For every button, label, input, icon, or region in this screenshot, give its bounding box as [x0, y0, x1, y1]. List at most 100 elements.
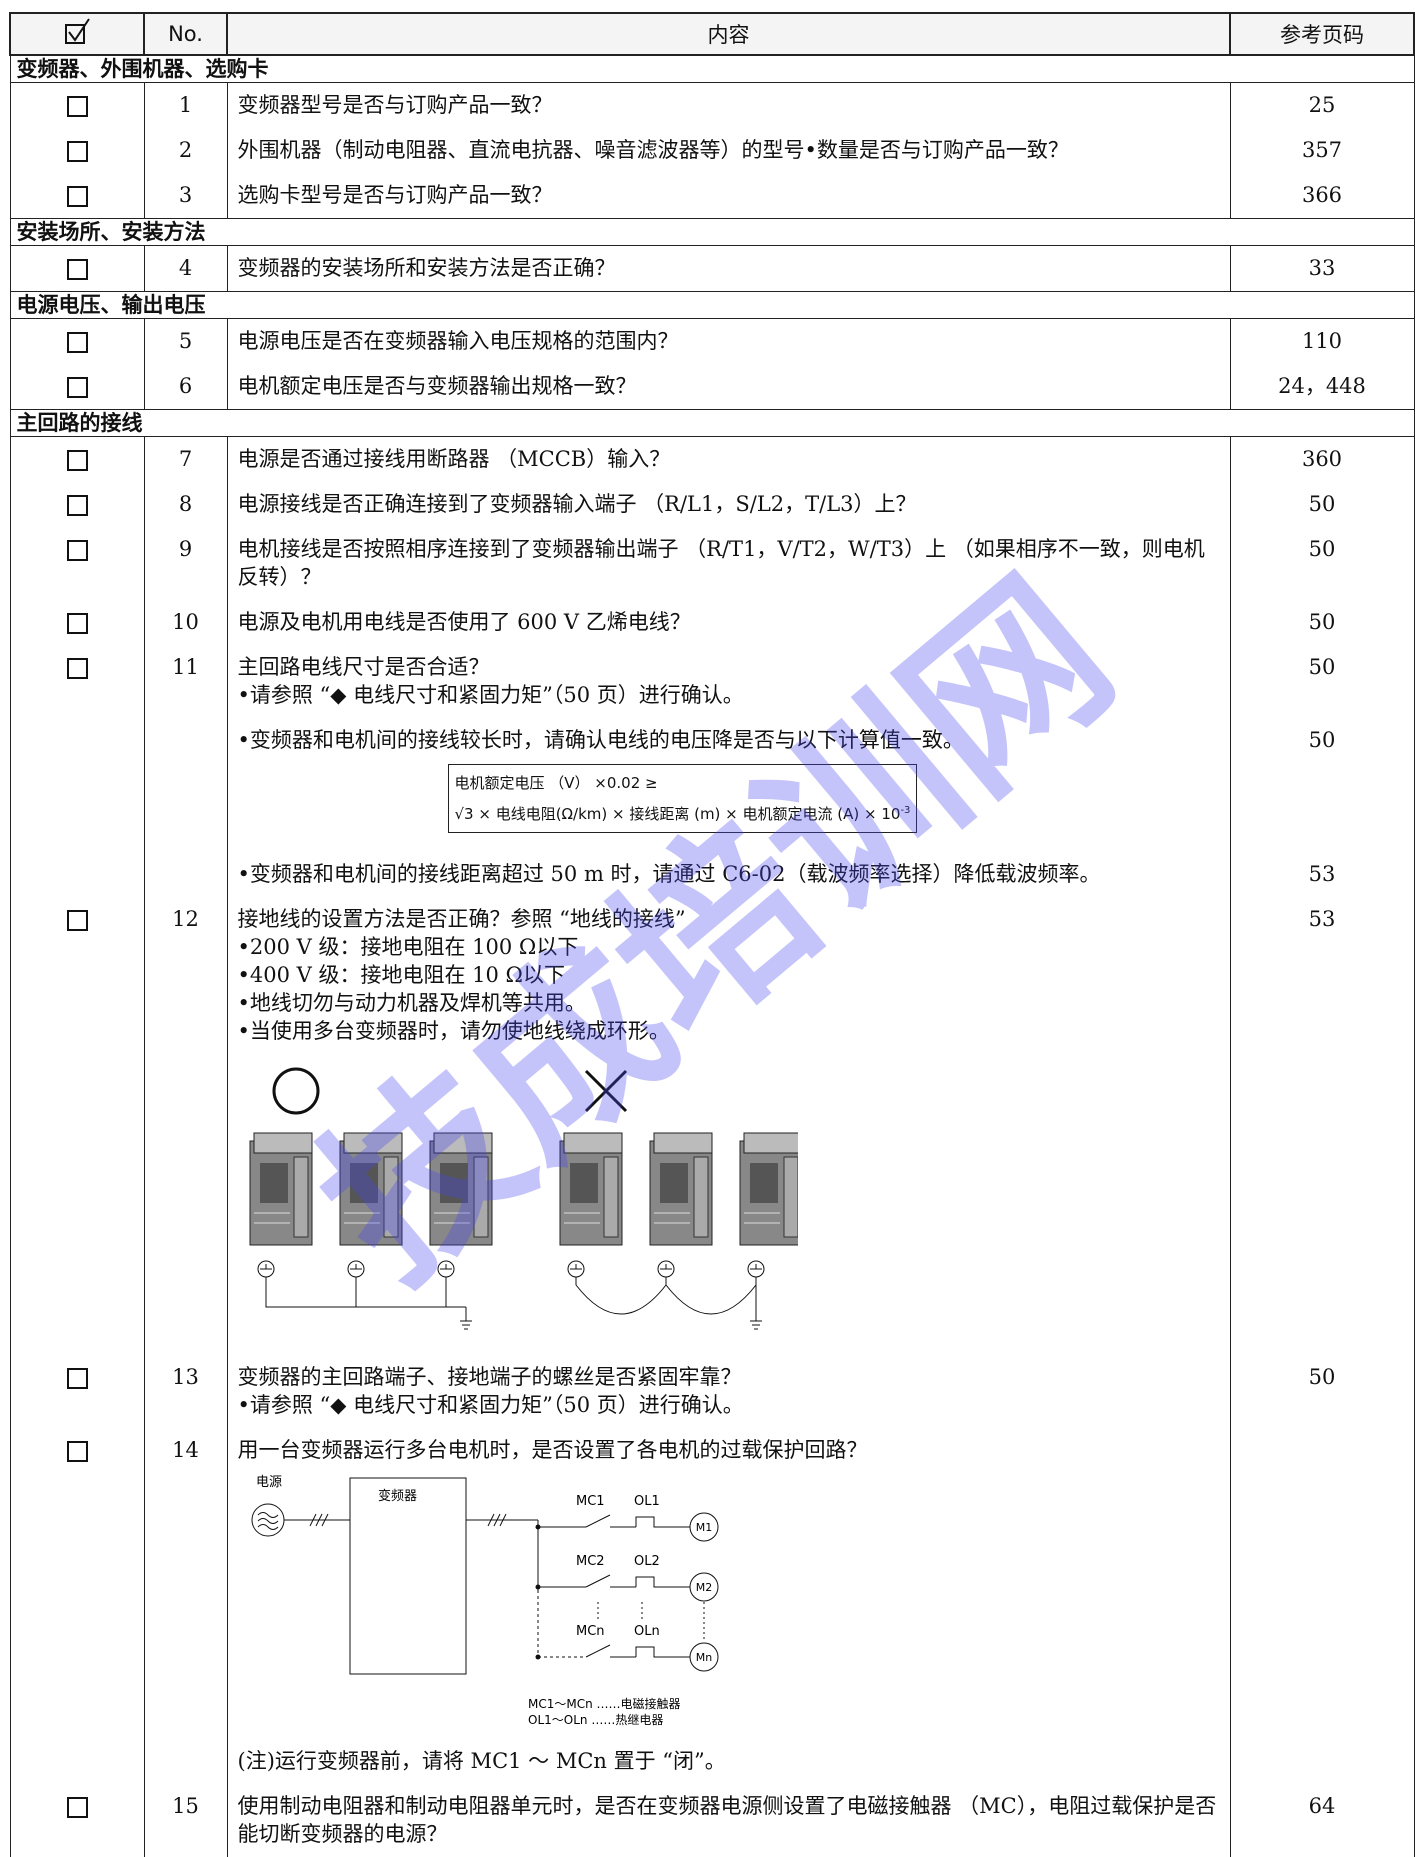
section-title: 变频器、外围机器、选购卡: [9, 54, 1415, 83]
circuit-legend: OL1～OLn ……热继电器: [528, 1713, 663, 1727]
content-cell: 变频器的安装场所和安装方法是否正确？: [226, 245, 1231, 292]
checkbox: [66, 141, 88, 162]
circuit-label: 电源: [256, 1475, 282, 1490]
no-cell: 15: [143, 1784, 228, 1857]
content-cell: 变频器型号是否与订购产品一致？: [226, 82, 1231, 128]
item-row: 2 外围机器（制动电阻器、直流电抗器、噪音滤波器等）的型号•数量是否与订购产品一致…: [9, 128, 1415, 173]
check-cell: [9, 852, 145, 897]
no-cell: 6: [143, 364, 228, 410]
page-cell: 33: [1229, 245, 1415, 292]
check-cell: [9, 173, 145, 219]
circuit-legend: MC1～MCn ……电磁接触器: [528, 1696, 681, 1711]
page-cell: 53: [1229, 852, 1415, 897]
check-cell: [9, 364, 145, 410]
no-cell: [143, 852, 228, 897]
page-cell: 50: [1229, 718, 1415, 852]
item-row: 13 变频器的主回路端子、接地端子的螺丝是否紧固牢靠？ •请参照 “◆ 电线尺寸和紧…: [9, 1355, 1415, 1428]
item-text: 用一台变频器运行多台电机时，是否设置了各电机的过载保护回路？: [237, 1438, 868, 1462]
item-text: 使用制动电阻器和制动电阻器单元时，是否在变频器电源侧设置了电磁接触器 （MC），…: [237, 1794, 1217, 1846]
item-text: 外围机器（制动电阻器、直流电抗器、噪音滤波器等）的型号•数量是否与订购产品一致？: [237, 138, 1069, 162]
content-header: 内容: [226, 12, 1231, 56]
item-no: 6: [178, 374, 193, 398]
page-ref: 360: [1301, 447, 1343, 471]
item-text: 主回路电线尺寸是否合适？: [237, 655, 490, 679]
item-row: 11 主回路电线尺寸是否合适？ •请参照 “◆ 电线尺寸和紧固力矩”（50 页）进行…: [9, 645, 1415, 718]
item-row: 5 电源电压是否在变频器输入电压规格的范围内？ 110: [9, 318, 1415, 364]
page-cell: 64: [1229, 1784, 1415, 1857]
checkbox: [66, 1368, 88, 1389]
page-ref: 50: [1308, 537, 1336, 561]
checkbox: [66, 450, 88, 471]
item-row: •变频器和电机间的接线较长时，请确认电线的电压降是否与以下计算值一致。电机额定电…: [9, 718, 1415, 852]
page-cell: 50: [1229, 600, 1415, 645]
page-cell: 24，448: [1229, 364, 1415, 410]
item-row: 6 电机额定电压是否与变频器输出规格一致？ 24，448: [9, 364, 1415, 410]
circuit-label: OL1: [634, 1494, 660, 1509]
page-ref: 64: [1308, 1794, 1336, 1818]
check-cell: [9, 436, 145, 482]
item-text: 接地线的设置方法是否正确？参照 “地线的接线”: [237, 907, 686, 931]
no-cell: 1: [143, 82, 228, 128]
checkbox: [66, 96, 88, 117]
checkbox: [66, 332, 88, 353]
item-row: 4 变频器的安装场所和安装方法是否正确？ 33: [9, 245, 1415, 292]
check-header: [9, 12, 145, 56]
page-cell: 50: [1229, 645, 1415, 718]
page-ref: 25: [1308, 93, 1336, 117]
content-cell: 选购卡型号是否与订购产品一致？: [226, 173, 1231, 219]
page-cell: 25: [1229, 82, 1415, 128]
circuit-label: MCn: [576, 1624, 605, 1639]
formula-text: √3 × 电线电阻(Ω/km) × 接线距离 (m) × 电机额定电流 (A) …: [454, 805, 901, 823]
checkbox: [66, 377, 88, 398]
no-cell: [143, 718, 228, 852]
content-cell: 接地线的设置方法是否正确？参照 “地线的接线” •200 V 级：接地电阻在 10…: [226, 897, 1231, 1355]
note-text: (注)运行变频器前，请将 MC1 ～ MCn 置于 “闭”。: [237, 1749, 726, 1773]
checkbox: [66, 1441, 88, 1462]
item-no: 1: [178, 93, 193, 117]
checkbox: [66, 910, 88, 931]
checkbox: [66, 613, 88, 634]
circuit-label: OLn: [634, 1624, 660, 1639]
check-cell: [9, 718, 145, 852]
item-text: •请参照 “◆ 电线尺寸和紧固力矩”（50 页）进行确认。: [237, 1393, 744, 1417]
table-body: 变频器、外围机器、选购卡 1 变频器型号是否与订购产品一致？ 25 2 外围机器（制动电阻…: [9, 54, 1415, 1857]
checkbox: [66, 1797, 88, 1818]
item-row: 7 电源是否通过接线用断路器 （MCCB）输入？ 360: [9, 436, 1415, 482]
content-cell: 电源及电机用电线是否使用了 600 V 乙烯电线？: [226, 600, 1231, 645]
item-text: •变频器和电机间的接线较长时，请确认电线的电压降是否与以下计算值一致。: [237, 728, 964, 752]
check-cell: [9, 82, 145, 128]
no-cell: 9: [143, 527, 228, 600]
page-ref: 50: [1308, 610, 1336, 634]
item-row: 9 电机接线是否按照相序连接到了变频器输出端子 （R/T1，V/T2，W/T3）上…: [9, 527, 1415, 600]
item-no: 5: [178, 329, 193, 353]
item-text: 电机额定电压是否与变频器输出规格一致？: [237, 374, 637, 398]
item-text: 变频器型号是否与订购产品一致？: [237, 93, 553, 117]
item-no: 3: [178, 183, 193, 207]
section-row: 变频器、外围机器、选购卡: [9, 54, 1415, 83]
circuit-label: MC2: [576, 1554, 605, 1569]
section-title: 主回路的接线: [9, 409, 1415, 437]
item-text: 电源电压是否在变频器输入电压规格的范围内？: [237, 329, 679, 353]
no-cell: 11: [143, 645, 228, 718]
check-cell: [9, 1355, 145, 1428]
item-no: 14: [172, 1438, 199, 1462]
item-no: 13: [172, 1365, 199, 1389]
check-cell: [9, 897, 145, 1355]
check-cell: [9, 245, 145, 292]
item-no: 8: [178, 492, 193, 516]
check-cell: [9, 128, 145, 173]
item-row: 10 电源及电机用电线是否使用了 600 V 乙烯电线？ 50: [9, 600, 1415, 645]
no-cell: 13: [143, 1355, 228, 1428]
page-ref: 50: [1308, 1365, 1336, 1389]
circuit-label: M1: [695, 1521, 712, 1534]
no-cell: 8: [143, 482, 228, 527]
page-ref: 53: [1308, 862, 1336, 886]
circuit-label: 变频器: [378, 1488, 417, 1504]
circuit-label: MC1: [576, 1494, 605, 1509]
page-cell: 357: [1229, 128, 1415, 173]
content-cell: 电机接线是否按照相序连接到了变频器输出端子 （R/T1，V/T2，W/T3）上 …: [226, 527, 1231, 600]
formula-line: 电机额定电压 （V） ×0.02 ≥: [454, 774, 658, 792]
page-cell: 53: [1229, 897, 1415, 1355]
item-text: 电源及电机用电线是否使用了 600 V 乙烯电线？: [237, 610, 691, 634]
page-header: 参考页码: [1229, 12, 1415, 56]
